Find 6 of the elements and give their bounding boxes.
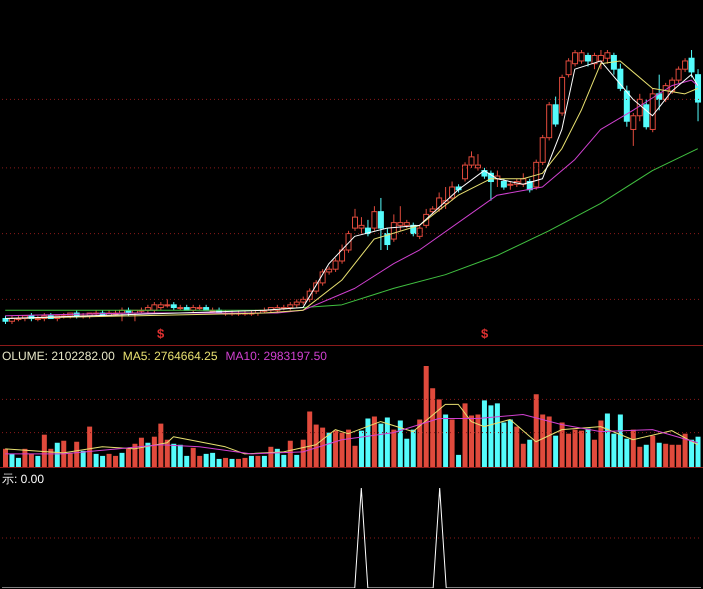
- text: MA5: 2764664.25: [122, 349, 218, 363]
- text: $: [481, 326, 488, 341]
- text: OLUME: 2102282.00: [2, 349, 115, 363]
- text: MA10: 2983197.50: [226, 349, 327, 363]
- text: $: [157, 326, 164, 341]
- text: 示: 0.00: [2, 472, 44, 486]
